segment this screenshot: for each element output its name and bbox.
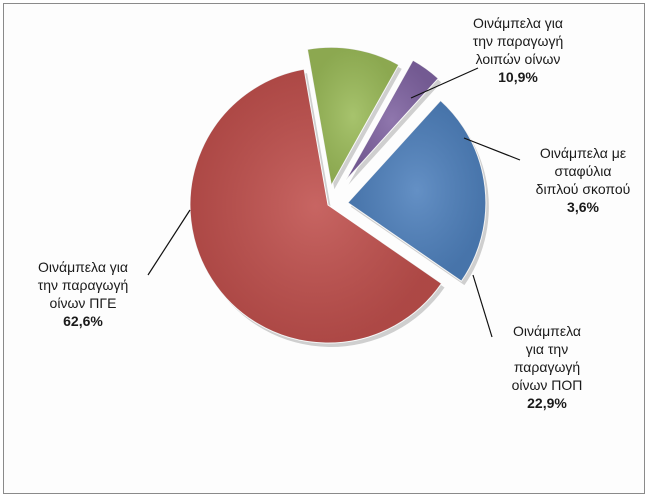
slice-other-wines-shading — [307, 47, 399, 186]
slice-label-pop-value: 22,9% — [527, 395, 567, 411]
slice-label-pop: Οινάμπελα για την παραγωγή οίνων ΠΟΠ 22,… — [492, 322, 602, 412]
slice-label-other-wines-value: 10,9% — [498, 69, 538, 85]
leader-line-other-wines — [410, 67, 479, 99]
slice-label-pge-text: Οινάμπελα για την παραγωγή οίνων ΠΓΕ — [37, 259, 129, 311]
leader-line-pge — [147, 209, 191, 276]
slice-label-other-wines: Οινάμπελα για την παραγωγή λοιπών οίνων … — [448, 14, 588, 86]
slice-label-dual-purpose: Οινάμπελα με σταφύλια διπλού σκοπού 3,6% — [518, 144, 648, 216]
slice-label-pge: Οινάμπελα για την παραγωγή οίνων ΠΓΕ 62,… — [18, 258, 148, 330]
slice-label-other-wines-text: Οινάμπελα για την παραγωγή λοιπών οίνων — [472, 15, 564, 67]
slice-label-pop-text: Οινάμπελα για την παραγωγή οίνων ΠΟΠ — [511, 323, 583, 393]
slice-dual-purpose-shading — [345, 60, 439, 181]
slice-label-pge-value: 62,6% — [63, 313, 103, 329]
leader-line-dual-purpose — [463, 137, 521, 161]
slice-label-dual-purpose-value: 3,6% — [567, 199, 599, 215]
slice-pop-shading — [347, 100, 486, 282]
slice-pge-shading — [189, 69, 442, 343]
slice-label-dual-purpose-text: Οινάμπελα με σταφύλια διπλού σκοπού — [535, 145, 631, 197]
leader-line-pop — [472, 274, 493, 338]
